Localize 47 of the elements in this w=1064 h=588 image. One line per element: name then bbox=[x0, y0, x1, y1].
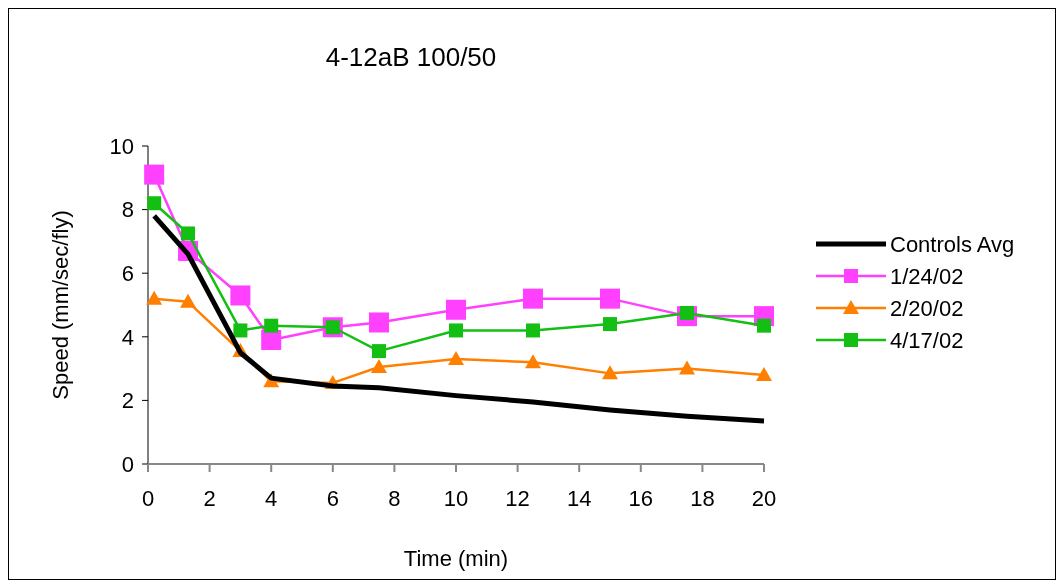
point bbox=[600, 288, 620, 309]
point bbox=[369, 312, 389, 333]
x-tick-label: 18 bbox=[690, 486, 715, 511]
point bbox=[147, 196, 162, 211]
point bbox=[181, 226, 196, 241]
x-tick-label: 4 bbox=[265, 486, 278, 511]
y-tick-label: 0 bbox=[121, 451, 134, 477]
point bbox=[264, 318, 279, 333]
point bbox=[448, 351, 464, 366]
y-tick-label: 6 bbox=[121, 260, 134, 286]
x-tick-label: 20 bbox=[751, 486, 777, 511]
x-tick-label: 12 bbox=[505, 486, 530, 511]
point bbox=[146, 290, 163, 305]
point bbox=[230, 285, 251, 306]
point bbox=[372, 344, 386, 359]
point bbox=[446, 299, 466, 320]
x-tick-label: 16 bbox=[628, 486, 654, 511]
point bbox=[602, 365, 618, 380]
y-tick-label: 4 bbox=[121, 324, 134, 350]
point bbox=[144, 164, 165, 185]
x-axis-title: Time (min) bbox=[403, 546, 509, 571]
point bbox=[679, 360, 695, 375]
chart-title: 4-12aB 100/50 bbox=[325, 42, 497, 72]
legend-label: Controls Avg bbox=[890, 231, 1015, 257]
legend-label: 1/24/02 bbox=[890, 263, 964, 289]
point bbox=[449, 323, 463, 338]
x-tick-label: 2 bbox=[203, 486, 216, 511]
point bbox=[371, 359, 387, 374]
point bbox=[526, 323, 540, 338]
point bbox=[603, 317, 617, 332]
legend-label: 2/20/02 bbox=[890, 295, 964, 321]
x-tick-label: 14 bbox=[566, 486, 592, 511]
x-tick-label: 10 bbox=[443, 486, 469, 511]
x-tick-label: 6 bbox=[326, 486, 339, 511]
y-axis-title: Speed (mm/sec/fly) bbox=[48, 210, 73, 400]
y-tick-label: 10 bbox=[109, 133, 134, 159]
point bbox=[757, 318, 771, 333]
point bbox=[233, 323, 248, 338]
x-tick-label: 0 bbox=[141, 486, 155, 511]
y-tick-label: 2 bbox=[121, 388, 134, 414]
point bbox=[523, 288, 543, 309]
legend-label: 4/17/02 bbox=[890, 327, 964, 353]
x-tick-label: 8 bbox=[388, 486, 401, 511]
point bbox=[525, 354, 541, 369]
point bbox=[756, 366, 772, 381]
y-tick-label: 8 bbox=[121, 197, 134, 223]
point bbox=[180, 293, 197, 308]
